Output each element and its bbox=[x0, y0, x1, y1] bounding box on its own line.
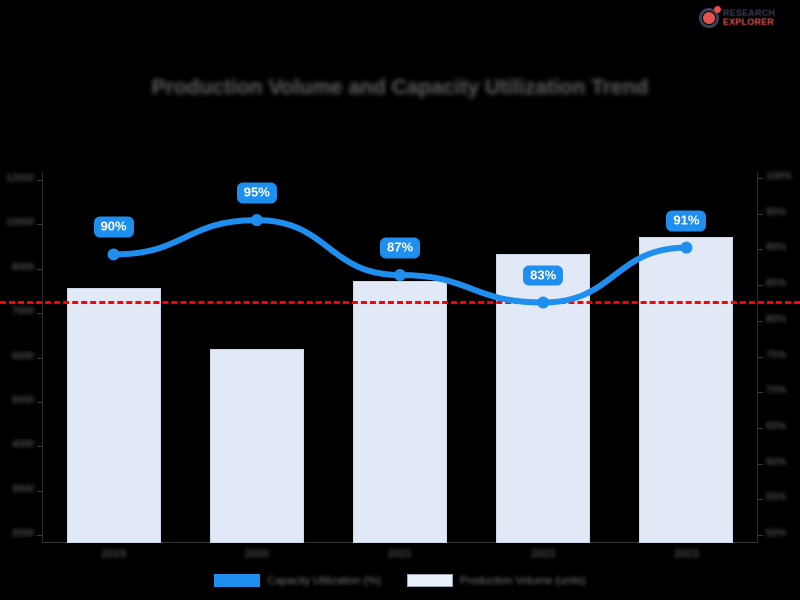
y-axis-right-label: 100% bbox=[766, 171, 792, 182]
y-axis-left-label: 6000 bbox=[11, 350, 34, 362]
y-axis-left-tick bbox=[37, 180, 42, 181]
y-axis-right-tick bbox=[758, 463, 763, 465]
y-axis-right-label: 80% bbox=[766, 313, 787, 325]
bar-2019 bbox=[66, 287, 161, 543]
y-axis-right-tick bbox=[758, 392, 763, 394]
y-axis-right-label: 75% bbox=[766, 349, 787, 361]
target-threshold-line bbox=[0, 301, 800, 305]
legend-label: Production Volume (units) bbox=[459, 574, 586, 587]
y-axis-left-label: 7000 bbox=[11, 306, 34, 318]
logo-mark-icon bbox=[698, 6, 721, 29]
data-label-2021: 87% bbox=[379, 237, 421, 259]
y-axis-right-tick bbox=[758, 178, 763, 179]
y-axis-left-label: 4000 bbox=[11, 439, 34, 451]
x-axis-label-2021: 2021 bbox=[387, 548, 413, 560]
y-axis-left-label: 3000 bbox=[11, 483, 34, 495]
logo-line-1: RESEARCH bbox=[723, 7, 776, 18]
y-axis-left-line bbox=[42, 172, 43, 543]
line-marker-2019 bbox=[107, 248, 120, 261]
legend-item-1[interactable]: Capacity Utilization (%) bbox=[214, 574, 381, 587]
y-axis-right-label: 50% bbox=[766, 528, 787, 539]
y-axis-left-tick bbox=[37, 357, 42, 359]
logo-line-2: EXPLORER bbox=[723, 17, 775, 27]
x-axis-label-2019: 2019 bbox=[101, 548, 126, 560]
x-axis-label-2023: 2023 bbox=[674, 548, 699, 560]
data-label-2020: 95% bbox=[236, 182, 277, 204]
plot-area: 12000 10000 8000 7000 6000 5000 4000 3000 2000 1… bbox=[0, 171, 800, 543]
y-axis-left-tick bbox=[37, 313, 42, 315]
y-axis-left-label: 10000 bbox=[6, 217, 34, 229]
bar-2020 bbox=[209, 348, 304, 543]
y-axis-right-label: 70% bbox=[766, 385, 787, 397]
legend-swatch-icon bbox=[406, 574, 453, 587]
y-axis-left-tick bbox=[37, 224, 42, 226]
legend-item-2[interactable]: Production Volume (units) bbox=[406, 574, 586, 587]
x-axis-label-2022: 2022 bbox=[530, 548, 556, 560]
data-label-2022: 83% bbox=[523, 265, 564, 286]
chart-legend: Capacity Utilization (%) Production Volum… bbox=[0, 574, 800, 587]
brand-logo: RESEARCH EXPLORER bbox=[698, 4, 794, 32]
y-axis-left-tick bbox=[37, 268, 42, 270]
y-axis-right-tick bbox=[758, 285, 763, 287]
y-axis-right-tick bbox=[758, 356, 763, 358]
y-axis-right-tick bbox=[758, 320, 763, 322]
y-axis-left-tick bbox=[37, 490, 42, 492]
y-axis-right-label: 85% bbox=[766, 278, 787, 290]
y-axis-left-label: 8000 bbox=[11, 261, 34, 273]
x-axis-label-2020: 2020 bbox=[244, 548, 270, 560]
y-axis-right-tick bbox=[758, 213, 763, 215]
y-axis-left-label: 2000 bbox=[11, 528, 34, 539]
y-axis-right-label: 95% bbox=[766, 206, 787, 218]
bar-2023 bbox=[639, 236, 734, 543]
y-axis-right-tick bbox=[758, 427, 763, 429]
y-axis-right-label: 90% bbox=[766, 242, 787, 254]
data-label-2023: 91% bbox=[666, 210, 707, 232]
y-axis-right-line bbox=[757, 172, 758, 543]
line-marker-2020 bbox=[250, 214, 263, 227]
chart-title: Production Volume and Capacity Utilizati… bbox=[151, 76, 649, 99]
line-marker-2021 bbox=[394, 269, 406, 282]
y-axis-left-tick bbox=[37, 446, 42, 448]
bar-2021 bbox=[353, 280, 447, 543]
y-axis-right-label: 55% bbox=[766, 492, 787, 504]
y-axis-left-tick bbox=[37, 401, 42, 403]
bar-2022 bbox=[496, 253, 591, 543]
y-axis-left-label: 5000 bbox=[11, 394, 34, 406]
y-axis-right-label: 65% bbox=[766, 420, 787, 432]
logo-text: RESEARCH EXPLORER bbox=[723, 7, 776, 28]
y-axis-right-tick bbox=[758, 249, 763, 251]
legend-swatch-icon bbox=[214, 574, 261, 587]
y-axis-right-label: 60% bbox=[766, 456, 787, 468]
legend-label: Capacity Utilization (%) bbox=[267, 574, 381, 587]
data-label-2019: 90% bbox=[93, 216, 134, 238]
y-axis-left-tick bbox=[37, 535, 42, 536]
y-axis-right-tick bbox=[758, 535, 763, 536]
y-axis-right-tick bbox=[758, 499, 763, 501]
y-axis-left-label: 12000 bbox=[6, 173, 34, 184]
